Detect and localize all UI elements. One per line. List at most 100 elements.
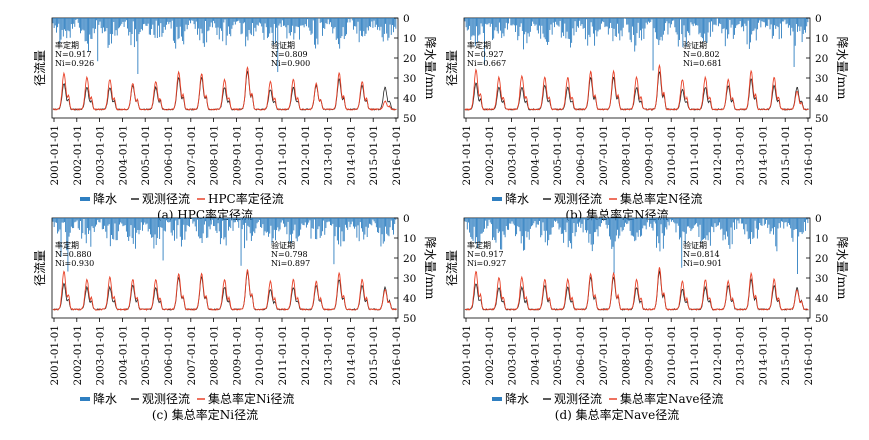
precip-series — [52, 218, 397, 272]
observed-runoff-line — [464, 71, 809, 111]
x-tick-label: 2009-01-01 — [643, 125, 655, 186]
calibration-label: 率定期 — [55, 40, 79, 50]
x-tick-label: 2016-01-01 — [803, 125, 815, 186]
x-tick-label: 2003-01-01 — [507, 125, 519, 186]
observed-runoff-line — [464, 269, 809, 311]
right-tick-label: 0 — [403, 13, 410, 25]
precip-series — [52, 18, 397, 74]
x-tick-label: 2015-01-01 — [368, 125, 380, 186]
calibration-ni: Ni=0.930 — [55, 259, 94, 268]
right-tick-label: 20 — [815, 253, 828, 265]
x-tick-label: 2014-01-01 — [757, 325, 769, 386]
validation-n: N=0.809 — [271, 50, 308, 59]
x-tick-label: 2015-01-01 — [780, 325, 792, 386]
x-tick-label: 2014-01-01 — [345, 125, 357, 186]
x-tick-label: 2001-01-01 — [49, 125, 61, 186]
calibration-n: N=0.880 — [55, 250, 92, 259]
calibration-label: 率定期 — [467, 240, 491, 250]
left-axis-label: 径流量 — [33, 250, 47, 286]
legend: 降水 观测径流 集总率定Ni径流 — [80, 391, 294, 406]
right-tick-label: 50 — [815, 313, 828, 325]
x-tick-label: 2016-01-01 — [391, 125, 403, 186]
panel-caption: (d) 集总率定Nave径流 — [555, 407, 679, 422]
validation-label: 验证期 — [683, 40, 707, 50]
right-tick-label: 30 — [815, 273, 828, 285]
right-tick-label: 0 — [815, 13, 822, 25]
right-tick-label: 20 — [403, 53, 416, 65]
panel-caption: (c) 集总率定Ni径流 — [152, 407, 258, 422]
precip-series — [464, 218, 809, 274]
panel-a: 0 10 20 30 40 50 径流量 降水量/mm 2001-01-01 2002-01-01… — [33, 13, 437, 222]
x-tick-label: 2002-01-01 — [72, 325, 84, 386]
right-tick-label: 30 — [815, 73, 828, 85]
validation-n: N=0.814 — [683, 250, 720, 259]
x-tick-label: 2012-01-01 — [300, 325, 312, 386]
x-tick-label: 2008-01-01 — [621, 325, 633, 386]
legend-precip-swatch — [80, 397, 90, 401]
x-tick-label: 2012-01-01 — [712, 325, 724, 386]
right-tick-label: 50 — [403, 113, 416, 125]
right-tick-label: 10 — [403, 33, 416, 45]
x-tick-label: 2005-01-01 — [552, 125, 564, 186]
right-tick-label: 10 — [815, 33, 828, 45]
x-tick-label: 2009-01-01 — [231, 325, 243, 386]
simulated-runoff-line — [52, 269, 397, 312]
legend-precip-swatch — [80, 197, 90, 201]
validation-label: 验证期 — [271, 240, 295, 250]
simulated-runoff-line — [464, 267, 809, 311]
x-tick-label: 2002-01-01 — [72, 125, 84, 186]
x-tick-label: 2006-01-01 — [575, 325, 587, 386]
x-tick-label: 2007-01-01 — [186, 125, 198, 186]
x-tick-label: 2004-01-01 — [529, 325, 541, 386]
calibration-ni: Ni=0.667 — [467, 59, 506, 68]
legend: 降水 观测径流 集总率定Nave径流 — [492, 391, 724, 406]
x-tick-label: 2009-01-01 — [231, 125, 243, 186]
right-tick-label: 40 — [403, 293, 416, 305]
legend-simulated-label: 集总率定Nave径流 — [620, 391, 724, 406]
x-tick-label: 2004-01-01 — [529, 125, 541, 186]
x-tick-label: 2010-01-01 — [666, 125, 678, 186]
legend-precip-swatch — [492, 197, 502, 201]
legend-observed-label: 观测径流 — [554, 392, 602, 406]
x-tick-label: 2011-01-01 — [277, 125, 289, 186]
calibration-ni: Ni=0.927 — [467, 259, 506, 268]
x-tick-label: 2006-01-01 — [163, 325, 175, 386]
x-tick-label: 2012-01-01 — [712, 125, 724, 186]
x-tick-label: 2010-01-01 — [666, 325, 678, 386]
x-tick-label: 2011-01-01 — [277, 325, 289, 386]
x-tick-label: 2005-01-01 — [140, 125, 152, 186]
legend-simulated-label: HPC率定径流 — [208, 191, 284, 206]
calibration-label: 率定期 — [55, 240, 79, 250]
calibration-n: N=0.917 — [55, 50, 92, 59]
x-tick-label: 2014-01-01 — [345, 325, 357, 386]
x-tick-label: 2008-01-01 — [209, 325, 221, 386]
x-tick-label: 2007-01-01 — [598, 325, 610, 386]
legend-observed-label: 观测径流 — [142, 392, 190, 406]
x-tick-label: 2002-01-01 — [484, 125, 496, 186]
left-axis-label: 径流量 — [445, 50, 459, 86]
x-tick-label: 2011-01-01 — [689, 125, 701, 186]
right-tick-label: 20 — [815, 53, 828, 65]
x-tick-label: 2015-01-01 — [780, 125, 792, 186]
right-tick-label: 0 — [403, 213, 410, 225]
validation-n: N=0.798 — [271, 250, 308, 259]
right-tick-label: 40 — [815, 293, 828, 305]
calibration-n: N=0.917 — [467, 250, 504, 259]
x-tick-label: 2012-01-01 — [300, 125, 312, 186]
x-tick-label: 2016-01-01 — [391, 325, 403, 386]
simulated-runoff-line — [464, 63, 809, 111]
validation-ni: Ni=0.897 — [271, 259, 310, 268]
x-tick-label: 2008-01-01 — [209, 125, 221, 186]
x-tick-label: 2013-01-01 — [323, 125, 335, 186]
validation-ni: Ni=0.900 — [271, 59, 310, 68]
panel-c: 0 10 20 30 40 50 径流量 降水量/mm 2001-01-01 2002-01-01… — [33, 213, 437, 422]
x-tick-label: 2009-01-01 — [643, 325, 655, 386]
x-tick-label: 2011-01-01 — [689, 325, 701, 386]
precip-series — [464, 18, 809, 71]
left-axis-label: 径流量 — [445, 250, 459, 286]
right-axis-label: 降水量/mm — [835, 37, 849, 100]
right-tick-label: 50 — [815, 113, 828, 125]
legend-precip-label: 降水 — [505, 392, 529, 406]
